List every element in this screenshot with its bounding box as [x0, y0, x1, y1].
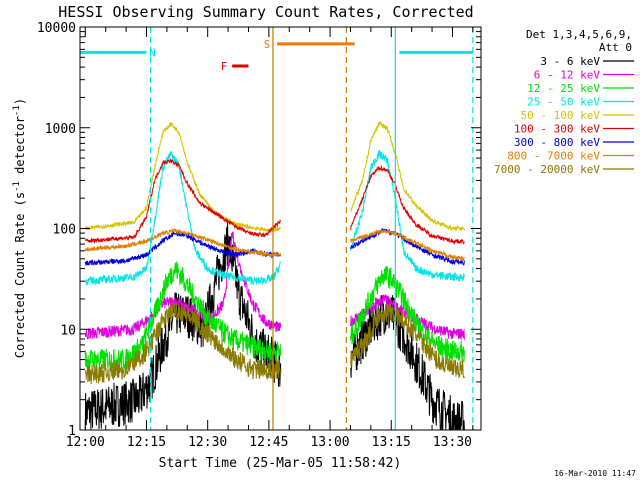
annotation-label: F — [221, 60, 228, 73]
y-tick-label: 1000 — [45, 122, 76, 137]
x-tick-label: 13:15 — [372, 435, 411, 450]
legend-label-9: 7000 - 20000 keV — [494, 163, 600, 176]
x-tick-label: 12:00 — [66, 435, 105, 450]
series-trace-7-seg2 — [350, 227, 465, 266]
x-tick-label: 12:15 — [127, 435, 166, 450]
legend-label-6: 100 - 300 keV — [514, 123, 600, 136]
chart-title: HESSI Observing Summary Count Rates, Cor… — [58, 3, 473, 21]
series-trace-8-seg2 — [350, 227, 465, 262]
y-axis-label: Corrected Count Rate (s-1 detector-1) — [12, 98, 27, 358]
series-trace-3-seg2 — [350, 265, 465, 363]
annotation-label: S — [264, 38, 271, 51]
y-tick-label: 100 — [53, 223, 76, 238]
series-trace-5-seg1 — [84, 121, 282, 233]
x-tick-label: 12:30 — [188, 435, 227, 450]
legend-label-4: 25 - 50 keV — [527, 96, 600, 109]
series-trace-8-seg1 — [84, 228, 282, 258]
y-tick-label: 10000 — [37, 21, 76, 36]
series-trace-5-seg2 — [350, 120, 465, 232]
series-trace-6-seg1 — [84, 158, 281, 244]
x-tick-label: 13:00 — [310, 435, 349, 450]
annotation-label: N — [149, 46, 156, 59]
legend-label-3: 12 - 25 keV — [527, 82, 600, 95]
series-trace-6-seg2 — [350, 164, 465, 245]
legend-label-5: 50 - 100 keV — [521, 109, 601, 122]
legend-header-line2: Att 0 — [599, 41, 632, 54]
legend-label-7: 300 - 800 keV — [514, 136, 600, 149]
legend-label-2: 6 - 12 keV — [534, 69, 601, 82]
x-tick-label: 12:45 — [249, 435, 288, 450]
legend-header-line1: Det 1,3,4,5,6,9, — [526, 28, 632, 41]
y-tick-label: 10 — [60, 323, 76, 338]
x-axis-label: Start Time (25-Mar-05 11:58:42) — [159, 456, 402, 471]
series-trace-4-seg1 — [84, 151, 282, 287]
series-trace-9-seg2 — [350, 304, 465, 379]
x-tick-label: 13:30 — [433, 435, 472, 450]
series-trace-2-seg1 — [84, 230, 282, 341]
series-trace-9-seg1 — [84, 301, 282, 385]
legend-label-1: 3 - 6 keV — [540, 55, 600, 68]
series-trace-4-seg2 — [350, 150, 465, 282]
y-tick-label: 1 — [68, 424, 76, 439]
footer-timestamp: 16-Mar-2010 11:47 — [554, 469, 636, 478]
legend-label-8: 800 - 7000 keV — [507, 150, 600, 163]
plot-area: N F S 12:00 12:15 12:30 12:45 13:00 13:15 13:30 1 1… — [37, 21, 482, 450]
